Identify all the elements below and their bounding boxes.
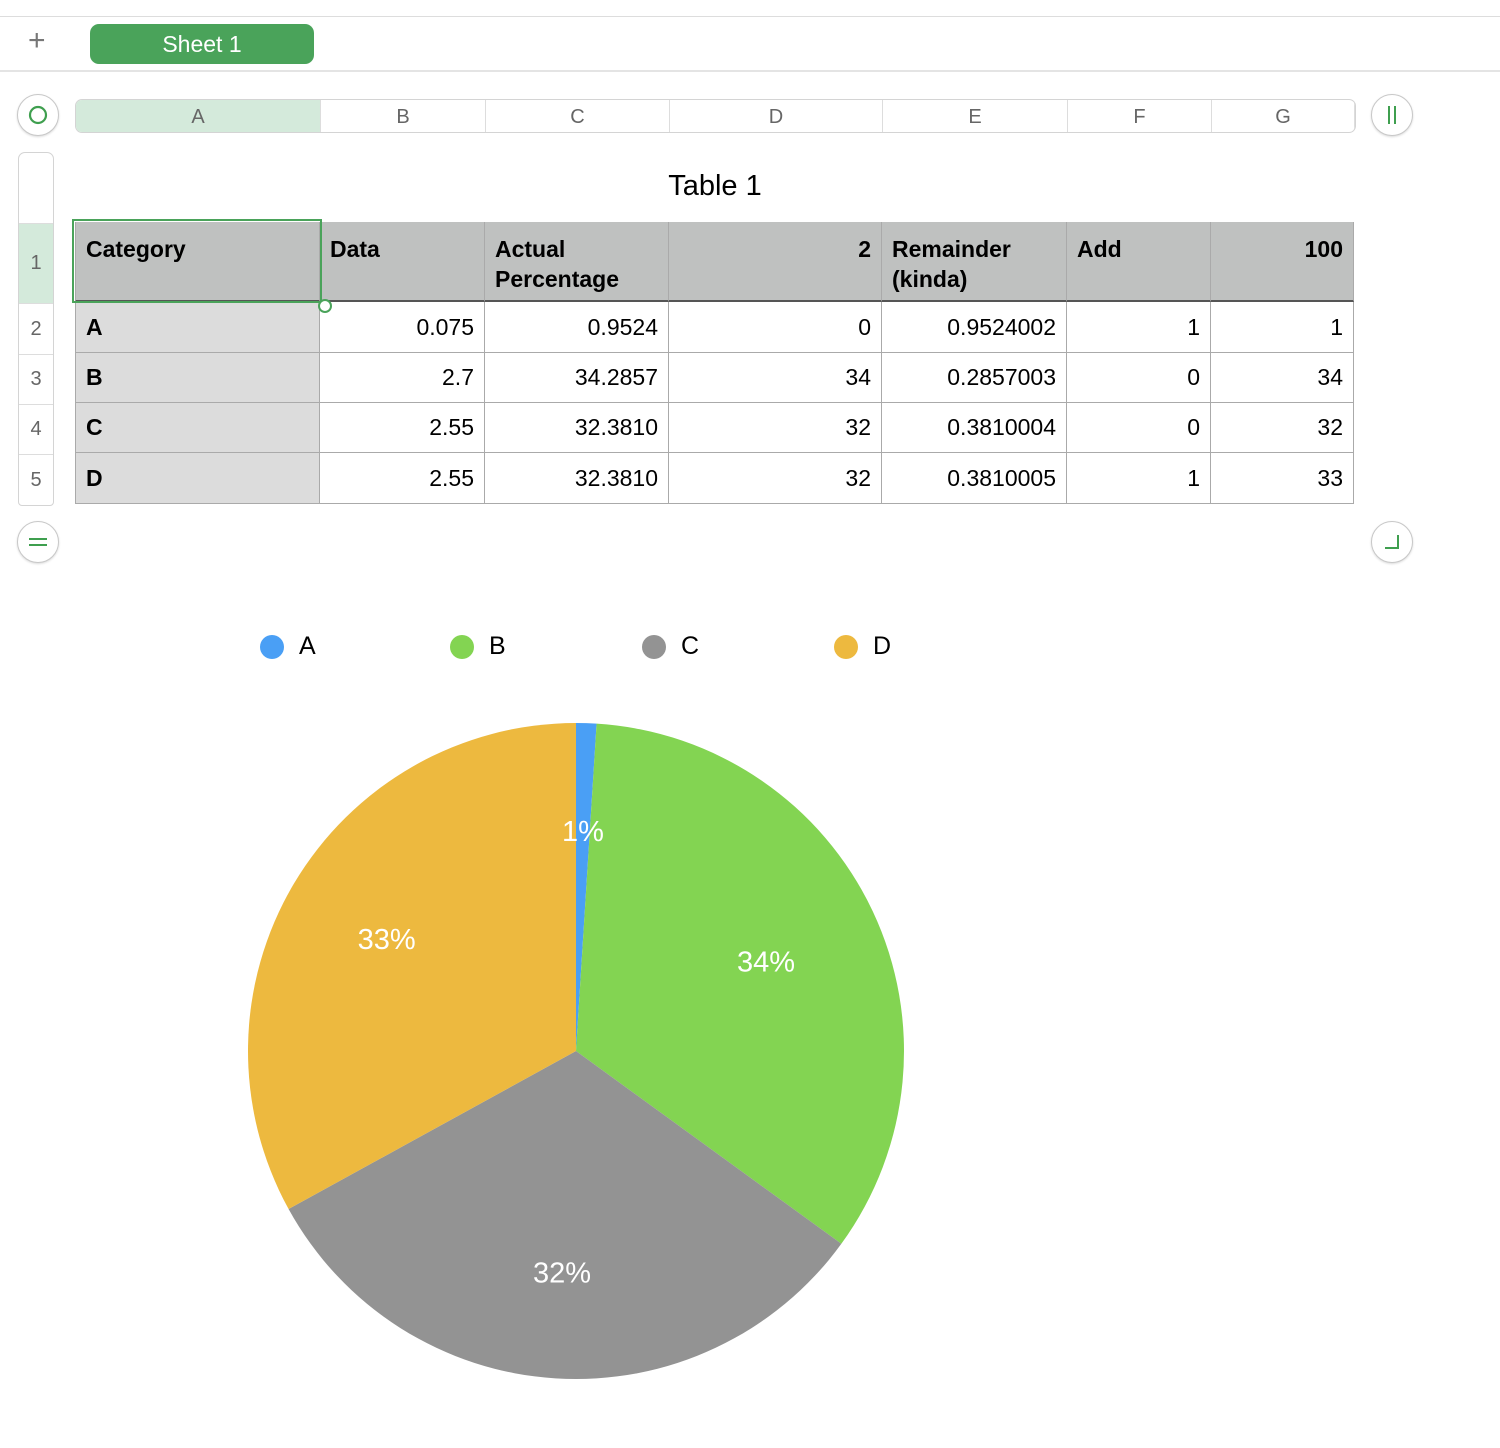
- header-cell[interactable]: Data: [320, 222, 485, 302]
- legend-swatch-icon: [260, 634, 284, 659]
- select-table-button[interactable]: [17, 94, 59, 136]
- table-cell[interactable]: 32: [669, 403, 882, 453]
- table-cell[interactable]: 0: [1067, 353, 1211, 403]
- table-cell[interactable]: D: [75, 453, 320, 504]
- header-cell[interactable]: Category: [75, 222, 320, 302]
- table-cell[interactable]: 2.7: [320, 353, 485, 403]
- table-cell[interactable]: 1: [1067, 453, 1211, 504]
- table-cell[interactable]: A: [75, 302, 320, 353]
- table-cell[interactable]: 0: [1067, 403, 1211, 453]
- legend-label: A: [299, 632, 316, 660]
- corner-resize-icon: [1385, 535, 1399, 549]
- selection-resize-handle[interactable]: [318, 299, 332, 313]
- table-cell[interactable]: 1: [1067, 302, 1211, 353]
- column-header-a[interactable]: A: [76, 100, 321, 132]
- table-cell[interactable]: 2.55: [320, 453, 485, 504]
- column-header-d[interactable]: D: [670, 100, 883, 132]
- table-cell[interactable]: C: [75, 403, 320, 453]
- table-cell[interactable]: 32: [1211, 403, 1354, 453]
- header-cell[interactable]: 100: [1211, 222, 1354, 302]
- pie-slice-d[interactable]: [247, 723, 576, 1210]
- pie-slice-a[interactable]: [576, 723, 597, 1051]
- tab-divider: [0, 70, 1500, 72]
- add-sheet-button[interactable]: +: [28, 24, 46, 57]
- column-header-c[interactable]: C: [486, 100, 670, 132]
- table-cell[interactable]: 34: [1211, 353, 1354, 403]
- legend-label: B: [489, 632, 506, 660]
- column-header-b[interactable]: B: [321, 100, 486, 132]
- column-header-g[interactable]: G: [1212, 100, 1355, 132]
- table-cell[interactable]: 0.3810004: [882, 403, 1067, 453]
- row-header-1[interactable]: 1: [19, 223, 53, 303]
- table-title: Table 1: [668, 170, 762, 202]
- circle-icon: [28, 105, 48, 125]
- table-cell[interactable]: 0.075: [320, 302, 485, 353]
- table-cell[interactable]: 32.3810: [485, 453, 669, 504]
- resize-table-handle[interactable]: [1371, 521, 1413, 563]
- table-cell[interactable]: 34: [669, 353, 882, 403]
- pie-label-d: 33%: [358, 924, 416, 956]
- column-header-f[interactable]: F: [1068, 100, 1212, 132]
- row-header-4[interactable]: 4: [19, 404, 53, 454]
- table-cell[interactable]: 32: [669, 453, 882, 504]
- column-handle-icon: [1388, 106, 1396, 124]
- row-header-5[interactable]: 5: [19, 454, 53, 505]
- column-header-e[interactable]: E: [883, 100, 1068, 132]
- pie-slice-b[interactable]: [576, 723, 904, 1244]
- row-header-2[interactable]: 2: [19, 303, 53, 354]
- table-cell[interactable]: 0.3810005: [882, 453, 1067, 504]
- top-divider: [0, 16, 1500, 17]
- header-cell[interactable]: Remainder (kinda): [882, 222, 1067, 302]
- table-cell[interactable]: 0: [669, 302, 882, 353]
- legend-label: C: [681, 632, 700, 660]
- table-cell[interactable]: 34.2857: [485, 353, 669, 403]
- pie-label-c: 32%: [533, 1258, 591, 1290]
- legend-item-b[interactable]: B: [450, 632, 506, 661]
- table-cell[interactable]: 0.2857003: [882, 353, 1067, 403]
- add-row-handle[interactable]: [17, 521, 59, 563]
- row-handle-icon: [29, 538, 47, 546]
- add-column-handle[interactable]: [1371, 94, 1413, 136]
- table-cell[interactable]: 32.3810: [485, 403, 669, 453]
- table-cell[interactable]: 2.55: [320, 403, 485, 453]
- header-cell[interactable]: 2: [669, 222, 882, 302]
- header-cell[interactable]: Actual Percentage: [485, 222, 669, 302]
- cell-selection: [72, 219, 322, 303]
- table-cell[interactable]: 1: [1211, 302, 1354, 353]
- table-cell[interactable]: 0.9524: [485, 302, 669, 353]
- pie-label-a: 1%: [562, 816, 604, 848]
- sheet-tab[interactable]: Sheet 1: [90, 24, 314, 64]
- table-cell[interactable]: 0.9524002: [882, 302, 1067, 353]
- legend-item-a[interactable]: A: [260, 632, 316, 661]
- header-cell[interactable]: Add: [1067, 222, 1211, 302]
- row-header-3[interactable]: 3: [19, 354, 53, 404]
- legend-label: D: [873, 632, 892, 660]
- pie-label-b: 34%: [737, 947, 795, 979]
- table-cell[interactable]: 33: [1211, 453, 1354, 504]
- legend-swatch-icon: [450, 634, 474, 659]
- legend-item-c[interactable]: C: [642, 632, 699, 661]
- legend-swatch-icon: [834, 634, 858, 659]
- legend-swatch-icon: [642, 634, 666, 659]
- pie-slice-c[interactable]: [288, 1051, 842, 1379]
- legend-item-d[interactable]: D: [834, 632, 891, 661]
- table-cell[interactable]: B: [75, 353, 320, 403]
